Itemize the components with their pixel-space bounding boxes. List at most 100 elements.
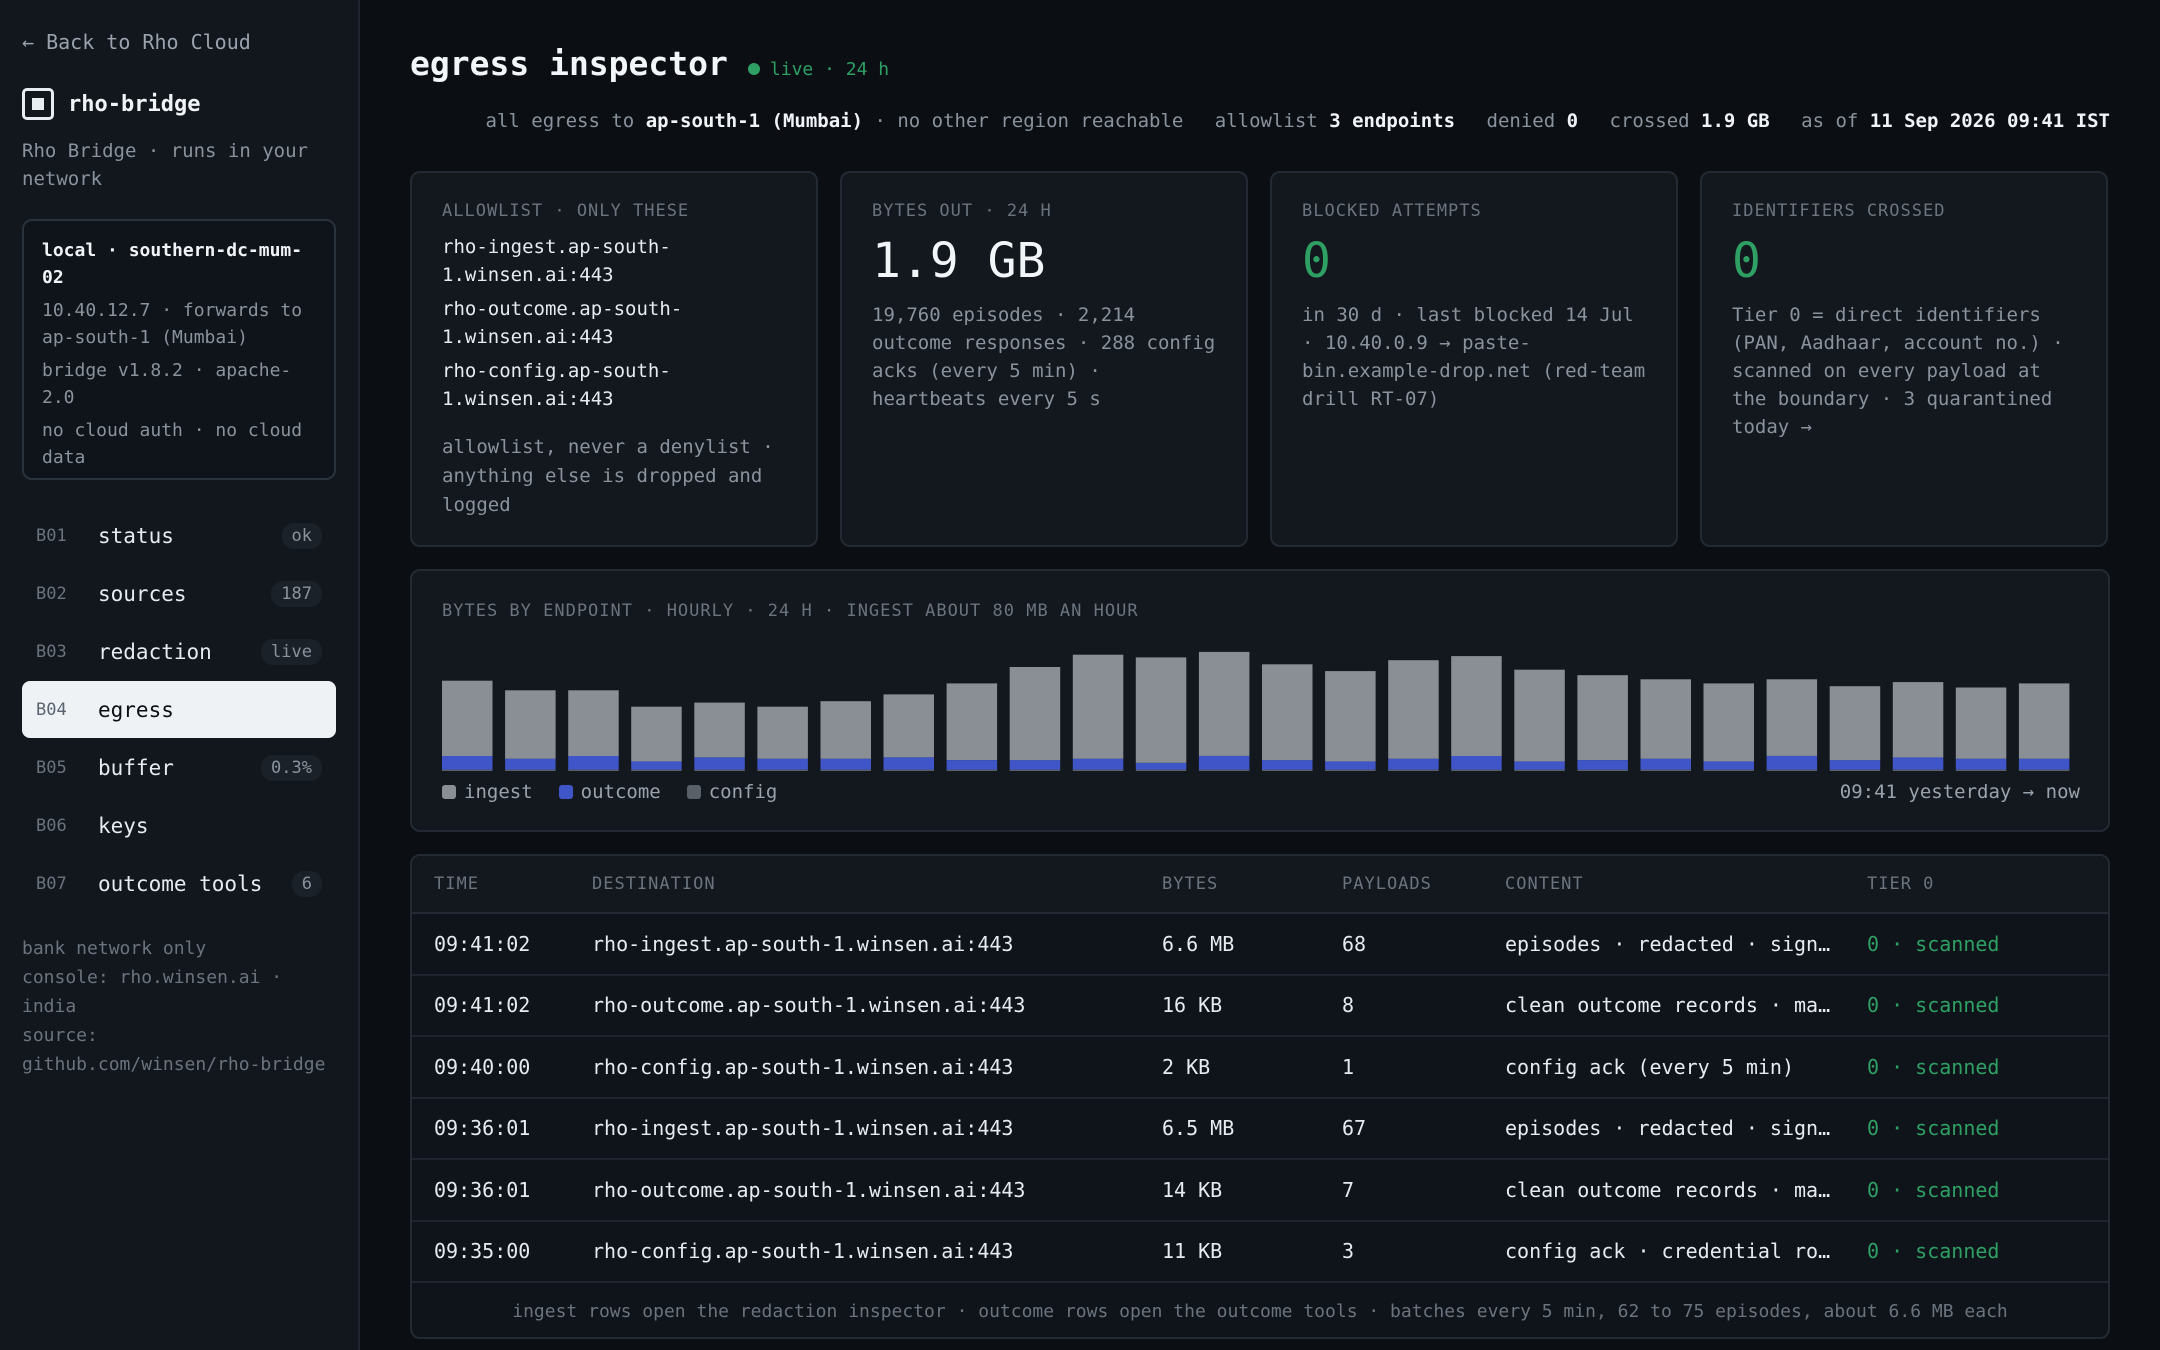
- cell-payloads: 68: [1342, 931, 1367, 956]
- bar-outcome-2: [505, 758, 556, 770]
- cell-bytes: 2 KB: [1162, 1054, 1211, 1079]
- bar-ingest-21: [1703, 683, 1754, 762]
- column-header-time[interactable]: TIME: [434, 874, 479, 894]
- bar-config-11: [1072, 769, 1124, 771]
- cell-destination: rho-config.ap-south-1.winsen.ai:443: [592, 1239, 1014, 1264]
- table-header: TIME DESTINATION BYTES PAYLOADS CONTENT …: [412, 856, 2108, 914]
- live-label: live · 24 h: [769, 58, 890, 80]
- blocked-attempts-card: BLOCKED ATTEMPTS 0 in 30 d · last blocke…: [1270, 171, 1678, 547]
- table-footer-note: ingest rows open the redaction inspector…: [512, 1301, 2008, 1322]
- nav-code: B04: [36, 699, 67, 720]
- sidebar-item-egress[interactable]: B04 egress: [22, 681, 336, 738]
- cell-bytes: 16 KB: [1162, 993, 1223, 1018]
- sidebar-item-sources[interactable]: B02 sources 187: [22, 565, 336, 622]
- allowlist: rho-ingest.ap-south-1.winsen.ai:443 rho-…: [442, 233, 786, 413]
- cell-payloads: 8: [1342, 993, 1355, 1018]
- legend-label: outcome: [580, 781, 661, 803]
- sidebar-item-buffer[interactable]: B05 buffer 0.3%: [22, 739, 336, 796]
- blocked-attempts-value: 0: [1302, 233, 1331, 289]
- bar-outcome-20: [1640, 758, 1691, 770]
- nav-label: sources: [98, 581, 187, 606]
- bytes-by-endpoint-chart: [442, 651, 2070, 771]
- node-title: local · southern-dc-mum-02: [42, 240, 303, 288]
- bar-config-15: [1325, 769, 1376, 771]
- allowlist-note: allowlist, never a denylist · anything e…: [442, 436, 774, 516]
- bar-ingest-17: [1451, 656, 1502, 756]
- bar-ingest-19: [1577, 675, 1628, 760]
- identifiers-crossed-detail[interactable]: Tier 0 = direct identifiers (PAN, Aadhaa…: [1732, 304, 2064, 438]
- summary-prefix: all egress to: [485, 110, 635, 132]
- bar-ingest-24: [1892, 682, 1944, 758]
- bar-outcome-6: [757, 758, 808, 770]
- bar-ingest-3: [568, 690, 619, 756]
- legend-swatch-outcome: [558, 785, 573, 799]
- bar-ingest-22: [1766, 679, 1818, 756]
- sidebar-item-redaction[interactable]: B03 redaction live: [22, 623, 336, 680]
- nav-label: outcome tools: [98, 871, 263, 896]
- bar-ingest-26: [2018, 683, 2070, 759]
- column-header-bytes[interactable]: BYTES: [1162, 874, 1219, 894]
- nav-label: status: [98, 523, 174, 548]
- sidebar-item-outcome-tools[interactable]: B07 outcome tools 6: [22, 855, 336, 912]
- nav-code: B06: [36, 815, 67, 836]
- bar-ingest-20: [1640, 679, 1691, 759]
- identifiers-crossed-card[interactable]: IDENTIFIERS CROSSED 0 Tier 0 = direct id…: [1700, 171, 2108, 547]
- bar-ingest-5: [694, 702, 745, 758]
- bar-config-18: [1514, 769, 1565, 771]
- status-badge: ok: [281, 522, 322, 549]
- sidebar-item-keys[interactable]: B06 keys: [22, 797, 336, 854]
- column-header-destination[interactable]: DESTINATION: [592, 874, 716, 894]
- cell-payloads: 3: [1342, 1239, 1355, 1264]
- bar-ingest-11: [1072, 654, 1124, 759]
- bar-outcome-4: [631, 761, 682, 770]
- nav-code: B07: [36, 873, 67, 894]
- table-row[interactable]: 09:35:00 rho-config.ap-south-1.winsen.ai:…: [412, 1222, 2108, 1283]
- bar-outcome-22: [1766, 755, 1818, 770]
- footer-network-note: bank network only: [22, 938, 207, 959]
- bar-outcome-12: [1135, 762, 1187, 770]
- bar-outcome-18: [1514, 761, 1565, 770]
- brand: rho-bridge: [22, 88, 200, 120]
- bar-config-21: [1703, 769, 1754, 771]
- cell-payloads: 67: [1342, 1116, 1367, 1141]
- legend-outcome: outcome: [558, 781, 661, 803]
- column-header-payloads[interactable]: PAYLOADS: [1342, 874, 1432, 894]
- table-row[interactable]: 09:41:02 rho-ingest.ap-south-1.winsen.ai:…: [412, 914, 2108, 976]
- bar-outcome-5: [694, 757, 745, 770]
- nav-label: redaction: [98, 639, 212, 664]
- live-indicator: live · 24 h: [747, 58, 890, 80]
- bar-outcome-24: [1892, 757, 1944, 770]
- column-header-content[interactable]: CONTENT: [1505, 874, 1584, 894]
- bar-outcome-23: [1829, 760, 1881, 770]
- cell-bytes: 6.5 MB: [1162, 1116, 1235, 1141]
- summary-asof-label: as of: [1801, 110, 1859, 132]
- bar-ingest-6: [757, 706, 808, 759]
- sidebar-item-status[interactable]: B01 status ok: [22, 507, 336, 564]
- nav-code: B03: [36, 641, 67, 662]
- table-row[interactable]: 09:36:01 rho-outcome.ap-south-1.winsen.ai…: [412, 1160, 2108, 1222]
- cell-content: episodes · redacted · sign…: [1505, 931, 1831, 956]
- table-row[interactable]: 09:40:00 rho-config.ap-south-1.winsen.ai:…: [412, 1037, 2108, 1099]
- table-row[interactable]: 09:36:01 rho-ingest.ap-south-1.winsen.ai:…: [412, 1099, 2108, 1160]
- live-badge: live: [261, 638, 322, 665]
- bar-config-19: [1577, 769, 1628, 771]
- card-label: ALLOWLIST · ONLY THESE: [442, 201, 690, 221]
- card-label: BYTES OUT · 24 H: [872, 201, 1052, 221]
- summary-denied-value: 0: [1566, 110, 1579, 132]
- bar-outcome-7: [820, 758, 871, 770]
- back-to-cloud-link[interactable]: ← Back to Rho Cloud: [22, 30, 251, 54]
- node-version: bridge v1.8.2 · apache-2.0: [42, 360, 292, 408]
- cell-time: 09:41:02: [434, 931, 531, 956]
- bar-ingest-4: [631, 706, 682, 762]
- bar-config-25: [1955, 769, 2007, 771]
- bar-outcome-10: [1009, 760, 1061, 770]
- bar-config-17: [1451, 769, 1502, 771]
- bar-config-26: [2018, 769, 2070, 771]
- cell-tier0: 0 · scanned: [1867, 1054, 2000, 1079]
- bar-outcome-9: [946, 760, 998, 770]
- table-row[interactable]: 09:41:02 rho-outcome.ap-south-1.winsen.ai…: [412, 976, 2108, 1037]
- bar-config-20: [1640, 769, 1691, 771]
- column-header-tier0[interactable]: TIER 0: [1867, 874, 1935, 894]
- node-address: 10.40.12.7 · forwards to ap-south-1 (Mum…: [42, 300, 303, 348]
- bytes-out-value: 1.9 GB: [872, 233, 1046, 289]
